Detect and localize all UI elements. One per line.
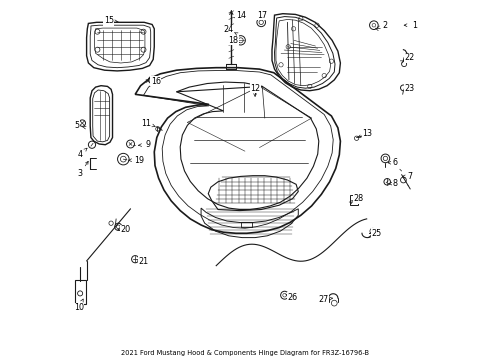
- Text: 24: 24: [224, 25, 234, 34]
- Text: 5: 5: [74, 121, 79, 130]
- Text: 11: 11: [141, 118, 151, 127]
- Text: 6: 6: [393, 158, 398, 167]
- Text: 3: 3: [77, 169, 83, 178]
- Text: 13: 13: [363, 129, 372, 138]
- Text: 28: 28: [353, 194, 364, 203]
- Text: 27: 27: [318, 295, 329, 304]
- Text: 21: 21: [138, 256, 148, 265]
- Text: 20: 20: [121, 225, 130, 234]
- Text: 25: 25: [371, 229, 382, 238]
- Text: 14: 14: [236, 10, 245, 19]
- Text: 22: 22: [405, 53, 415, 62]
- Text: 18: 18: [228, 36, 239, 45]
- Text: 7: 7: [407, 172, 413, 181]
- Text: 19: 19: [134, 156, 144, 165]
- Text: 26: 26: [288, 292, 297, 302]
- Text: 16: 16: [151, 77, 161, 85]
- Text: 2021 Ford Mustang Hood & Components Hinge Diagram for FR3Z-16796-B: 2021 Ford Mustang Hood & Components Hing…: [121, 350, 369, 356]
- Text: 9: 9: [145, 140, 150, 149]
- Text: 17: 17: [257, 10, 268, 19]
- Text: 23: 23: [405, 84, 415, 93]
- Text: 12: 12: [250, 84, 260, 93]
- Text: 15: 15: [104, 16, 114, 25]
- Text: 1: 1: [413, 21, 417, 30]
- Text: 2: 2: [383, 21, 388, 30]
- Text: 10: 10: [74, 303, 84, 312]
- Text: 8: 8: [393, 179, 398, 188]
- Text: 4: 4: [77, 150, 83, 159]
